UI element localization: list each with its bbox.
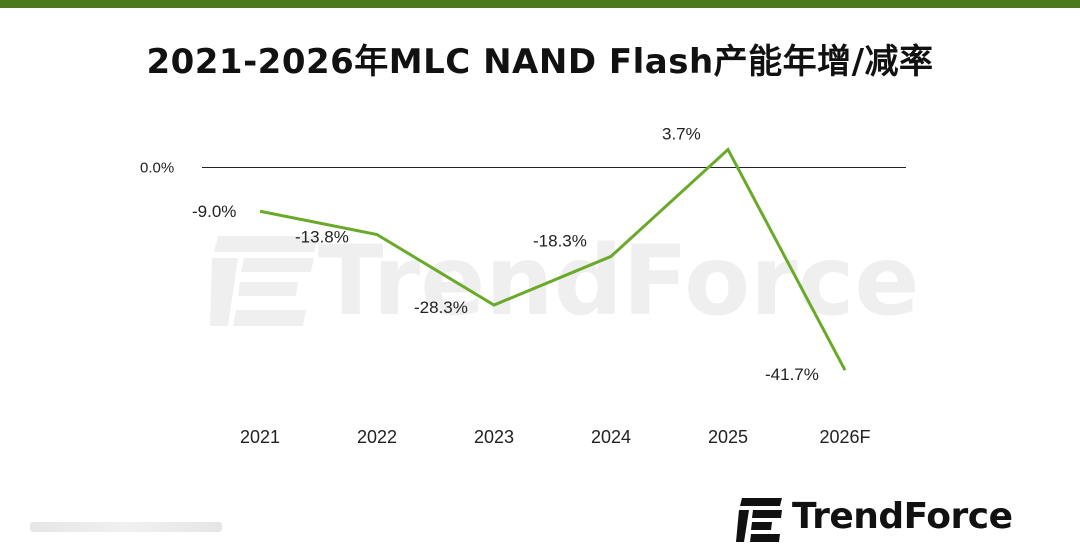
- x-tick-label: 2026F: [819, 427, 870, 447]
- chart-title: 2021-2026年MLC NAND Flash产能年增/减率: [146, 42, 934, 82]
- data-label: -18.3%: [533, 231, 587, 250]
- x-tick-label: 2024: [591, 427, 631, 447]
- x-tick-label: 2022: [357, 427, 397, 447]
- blurred-caption: [30, 522, 222, 532]
- data-label: 3.7%: [662, 125, 701, 144]
- watermark-mark-bar: [238, 282, 298, 296]
- watermark-text: TrendForce: [318, 225, 919, 337]
- data-label: -28.3%: [414, 298, 468, 317]
- series-polyline: [259, 147, 847, 371]
- x-tick-label: 2025: [708, 427, 748, 447]
- trendforce-logo-icon: [736, 498, 782, 542]
- x-tick-label: 2023: [474, 427, 514, 447]
- watermark-mark-bar: [214, 236, 318, 252]
- zero-line-label: 0.0%: [140, 160, 174, 177]
- watermark-mark-bar: [233, 310, 306, 326]
- data-label: -41.7%: [765, 365, 819, 384]
- series-line: [259, 147, 847, 371]
- data-label: -13.8%: [295, 228, 349, 247]
- data-labels: -9.0% -13.8% -28.3% -18.3% 3.7% -41.7%: [192, 125, 819, 385]
- x-tick-label: 2021: [240, 427, 280, 447]
- top-accent-bar: [0, 0, 1080, 8]
- watermark-mark-bar: [241, 258, 314, 272]
- logo-text: TrendForce: [792, 496, 1013, 537]
- watermark-mark-bar: [210, 258, 238, 326]
- x-axis-ticks: 2021 2022 2023 2024 2025 2026F: [240, 427, 871, 447]
- data-label: -9.0%: [192, 202, 236, 221]
- trendforce-logo: TrendForce: [736, 494, 1056, 544]
- zero-baseline: 0.0%: [140, 160, 906, 177]
